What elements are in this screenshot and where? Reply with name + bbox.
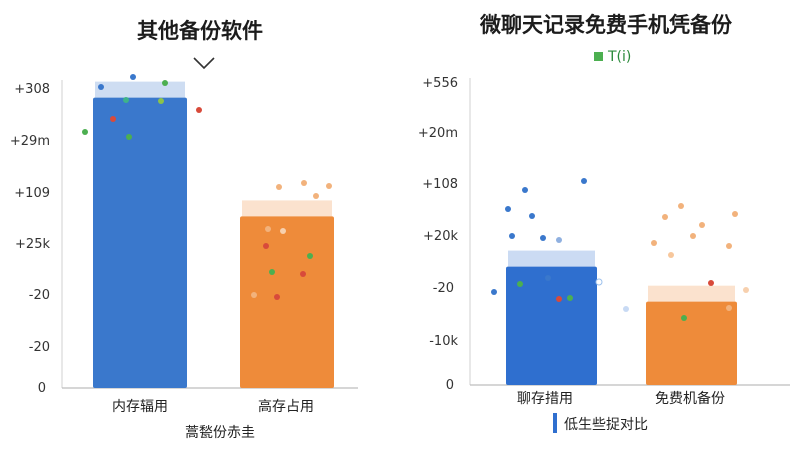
bar-highlight: [508, 250, 595, 267]
right-y-tick: 0: [446, 378, 454, 393]
bar: [240, 216, 334, 388]
right-y-tick: +556: [422, 76, 458, 91]
left-x-axis-title: 蒿甃份赤圭: [185, 425, 255, 441]
right-chart: 微聊天记录免费手机凭备份 T(i) +556 +20m +108 +20k -2…: [418, 13, 790, 433]
left-chart-title: 其他备份软件: [137, 19, 263, 43]
bar: [93, 97, 187, 388]
right-y-tick: -10k: [429, 334, 458, 349]
bar: [506, 266, 597, 385]
right-y-tick: +108: [422, 177, 458, 192]
bar-highlight: [242, 200, 332, 217]
legend-swatch: [594, 52, 603, 61]
right-y-tick: +20k: [423, 229, 458, 244]
chevron-down-icon: [193, 57, 215, 70]
right-category-label: 免费机备份: [655, 390, 725, 407]
left-y-tick: +25k: [15, 237, 50, 252]
left-y-tick: -20: [29, 340, 50, 355]
left-y-tick: +308: [14, 82, 50, 97]
left-y-tick: +29m: [10, 134, 50, 149]
bar-highlight: [648, 285, 735, 302]
left-category-label: 内存辐用: [112, 399, 168, 415]
left-y-tick: +109: [14, 186, 50, 201]
decorative-dots: [491, 178, 749, 321]
right-chart-title: 微聊天记录免费手机凭备份: [479, 13, 733, 37]
right-y-tick: -20: [433, 281, 454, 296]
left-y-tick: -20: [29, 288, 50, 303]
right-y-tick: +20m: [418, 126, 458, 141]
legend-label: T(i): [607, 49, 631, 65]
left-category-label: 高存占用: [258, 398, 314, 415]
right-category-label: 聊存措用: [517, 391, 573, 407]
comparison-note: 低生些捉对比: [564, 417, 648, 433]
note-marker: [553, 413, 557, 433]
bar-highlight: [95, 81, 185, 98]
left-chart: 其他备份软件 +308 +29m +109 +25k -20 -20 0: [10, 19, 358, 441]
decorative-dots: [82, 74, 332, 300]
left-y-tick: 0: [38, 381, 46, 396]
bar: [646, 301, 737, 385]
